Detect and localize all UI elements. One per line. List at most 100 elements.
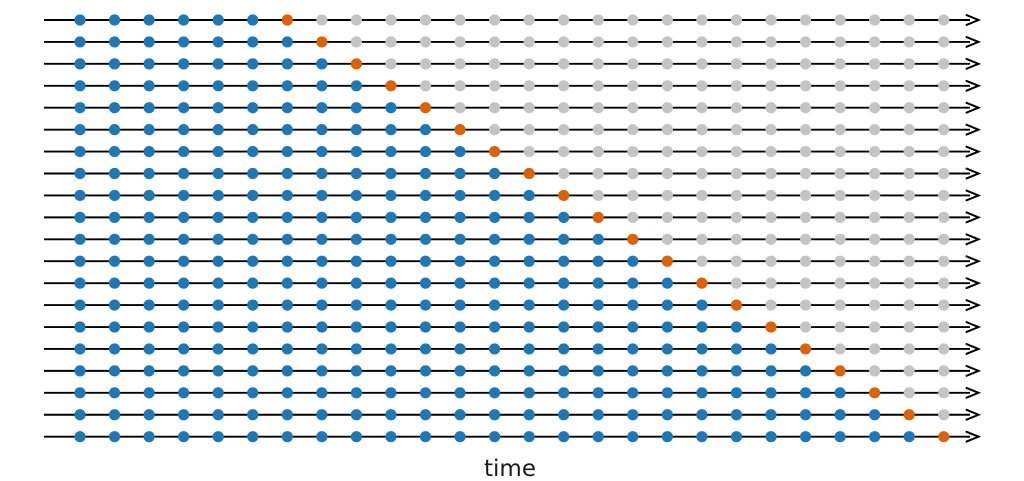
future-dot xyxy=(903,255,915,267)
arrow-head xyxy=(965,364,982,377)
past-dot xyxy=(281,80,293,92)
past-dot xyxy=(627,409,639,421)
past-dot xyxy=(696,343,708,355)
past-dot xyxy=(869,409,881,421)
past-dot xyxy=(592,387,604,399)
future-dot xyxy=(799,80,812,92)
arrow-head xyxy=(965,145,982,158)
past-dot xyxy=(247,409,259,421)
future-dot xyxy=(627,167,639,180)
past-dot xyxy=(523,321,535,333)
past-dot xyxy=(281,277,293,289)
past-dot xyxy=(454,189,466,202)
future-dot xyxy=(834,58,846,70)
past-dot xyxy=(661,277,673,289)
future-dot xyxy=(523,36,535,48)
past-dot xyxy=(730,409,743,421)
past-dot xyxy=(178,277,190,289)
past-dot xyxy=(74,211,86,223)
arrow-head xyxy=(965,123,982,136)
past-dot xyxy=(419,189,432,202)
past-dot xyxy=(247,14,259,26)
past-dot xyxy=(212,299,224,311)
past-dot xyxy=(592,409,604,421)
past-dot xyxy=(108,145,121,158)
timeline-row xyxy=(44,430,982,443)
current-dot xyxy=(454,124,466,136)
future-dot xyxy=(938,80,950,92)
past-dot xyxy=(489,365,501,377)
future-dot xyxy=(869,365,881,377)
past-dot xyxy=(523,343,535,355)
current-dot xyxy=(489,145,501,158)
future-dot xyxy=(799,102,812,114)
future-dot xyxy=(869,211,881,223)
future-dot xyxy=(869,299,881,311)
past-dot xyxy=(212,189,224,202)
past-dot xyxy=(523,277,535,289)
past-dot xyxy=(247,145,259,158)
arrow-head xyxy=(965,255,982,268)
past-dot xyxy=(385,277,397,289)
future-dot xyxy=(765,145,777,158)
future-dot xyxy=(903,14,915,26)
future-dot xyxy=(903,167,915,180)
current-dot xyxy=(350,58,362,70)
future-dot xyxy=(627,145,639,158)
past-dot xyxy=(385,343,397,355)
past-dot xyxy=(143,189,155,202)
past-dot xyxy=(247,124,259,136)
future-dot xyxy=(419,80,432,92)
future-dot xyxy=(938,321,950,333)
future-dot xyxy=(627,14,639,26)
future-dot xyxy=(661,211,673,223)
future-dot xyxy=(523,124,535,136)
past-dot xyxy=(108,36,121,48)
past-dot xyxy=(143,36,155,48)
future-dot xyxy=(661,80,673,92)
future-dot xyxy=(903,387,915,399)
arrow-head xyxy=(965,79,982,92)
timeline-row xyxy=(44,123,982,136)
future-dot xyxy=(938,167,950,180)
future-dot xyxy=(558,14,570,26)
future-dot xyxy=(523,80,535,92)
past-dot xyxy=(212,255,224,267)
future-dot xyxy=(799,255,812,267)
future-dot xyxy=(869,343,881,355)
past-dot xyxy=(108,299,121,311)
past-dot xyxy=(247,431,259,443)
past-dot xyxy=(143,80,155,92)
current-dot xyxy=(281,14,293,26)
past-dot xyxy=(592,299,604,311)
future-dot xyxy=(661,14,673,26)
future-dot xyxy=(834,211,846,223)
future-dot xyxy=(903,58,915,70)
future-dot xyxy=(903,277,915,289)
past-dot xyxy=(385,233,397,245)
past-dot xyxy=(212,58,224,70)
future-dot xyxy=(834,255,846,267)
past-dot xyxy=(143,211,155,223)
past-dot xyxy=(74,343,86,355)
past-dot xyxy=(454,145,466,158)
past-dot xyxy=(281,36,293,48)
past-dot xyxy=(419,145,432,158)
past-dot xyxy=(143,102,155,114)
timeline-row xyxy=(44,233,982,246)
future-dot xyxy=(903,321,915,333)
future-dot xyxy=(834,14,846,26)
future-dot xyxy=(696,233,708,245)
timeline-row xyxy=(44,321,982,333)
past-dot xyxy=(178,211,190,223)
past-dot xyxy=(523,365,535,377)
past-dot xyxy=(350,409,362,421)
past-dot xyxy=(765,387,777,399)
current-dot xyxy=(696,277,708,289)
past-dot xyxy=(558,387,570,399)
past-dot xyxy=(316,255,328,267)
past-dot xyxy=(558,211,570,223)
future-dot xyxy=(419,58,432,70)
past-dot xyxy=(454,343,466,355)
